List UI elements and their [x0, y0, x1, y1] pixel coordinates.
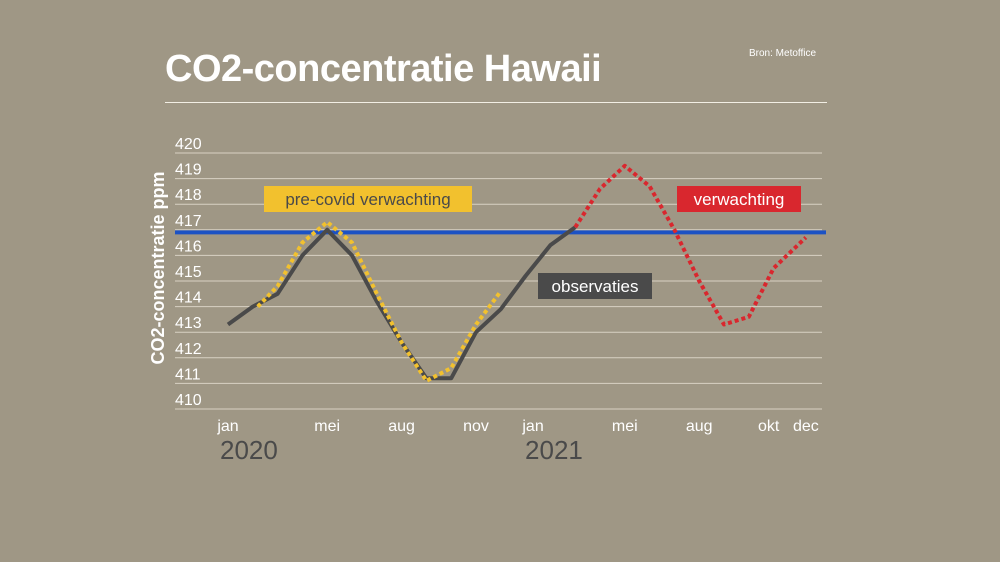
y-tick-label: 413 — [175, 315, 202, 332]
chart-gridlines — [175, 152, 822, 410]
y-tick-label: 411 — [175, 366, 201, 383]
x-tick-label: aug — [388, 418, 415, 435]
y-tick-label: 414 — [175, 290, 202, 307]
annotation-label: verwachting — [694, 190, 785, 209]
y-tick-label: 416 — [175, 238, 202, 255]
y-tick-label: 420 — [175, 136, 202, 153]
annotation-box — [264, 186, 472, 212]
title-divider — [165, 102, 827, 103]
x-tick-label: jan — [521, 418, 543, 435]
page-title: CO2-concentratie Hawaii — [165, 48, 602, 90]
x-tick-label: okt — [758, 418, 780, 435]
annotation-label: observaties — [552, 277, 639, 296]
x-tick-label: nov — [463, 418, 489, 435]
x-axis-ticks: jan mei aug nov jan mei aug okt dec — [216, 418, 818, 435]
year-label: 2020 — [220, 435, 278, 465]
x-tick-label: mei — [612, 418, 638, 435]
annotation-box — [677, 186, 801, 212]
y-tick-label: 418 — [175, 187, 202, 204]
x-tick-label: mei — [314, 418, 340, 435]
y-tick-label: 415 — [175, 264, 202, 281]
source-credit: Bron: Metoffice — [749, 48, 817, 59]
x-tick-label: aug — [686, 418, 713, 435]
y-tick-label: 410 — [175, 392, 202, 409]
x-tick-label: dec — [793, 418, 819, 435]
y-tick-label: 412 — [175, 341, 202, 358]
annotation-label: pre-covid verwachting — [285, 190, 450, 209]
year-label: 2021 — [525, 435, 583, 465]
y-axis-label: CO2-concentratie ppm — [148, 171, 168, 364]
series-line-verwachting — [573, 163, 808, 327]
x-tick-label: jan — [216, 418, 238, 435]
chart-annotations: pre-covid verwachting observaties verwacht… — [264, 186, 801, 299]
annotation-box — [538, 273, 652, 299]
year-labels: 2020 2021 — [220, 435, 583, 465]
y-axis-ticks: 420 419 418 417 416 415 414 413 412 411 410 — [175, 136, 202, 409]
series-line-pre-covid-verwachting — [256, 220, 503, 383]
series-line-observaties — [226, 225, 577, 381]
y-tick-label: 419 — [175, 162, 202, 179]
y-tick-label: 417 — [175, 213, 202, 230]
chart-series-group — [226, 163, 808, 383]
